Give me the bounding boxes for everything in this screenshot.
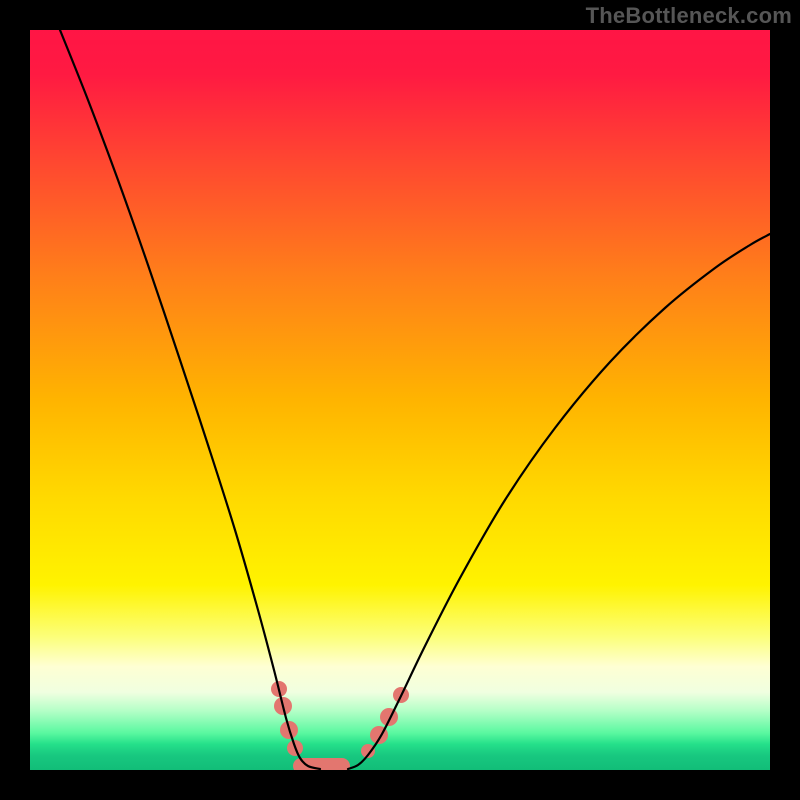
plot-area xyxy=(30,30,770,770)
plot-svg xyxy=(30,30,770,770)
watermark-text: TheBottleneck.com xyxy=(586,3,792,29)
right-marker-dot xyxy=(380,708,398,726)
gradient-background xyxy=(30,30,770,770)
chart-frame: TheBottleneck.com xyxy=(0,0,800,800)
